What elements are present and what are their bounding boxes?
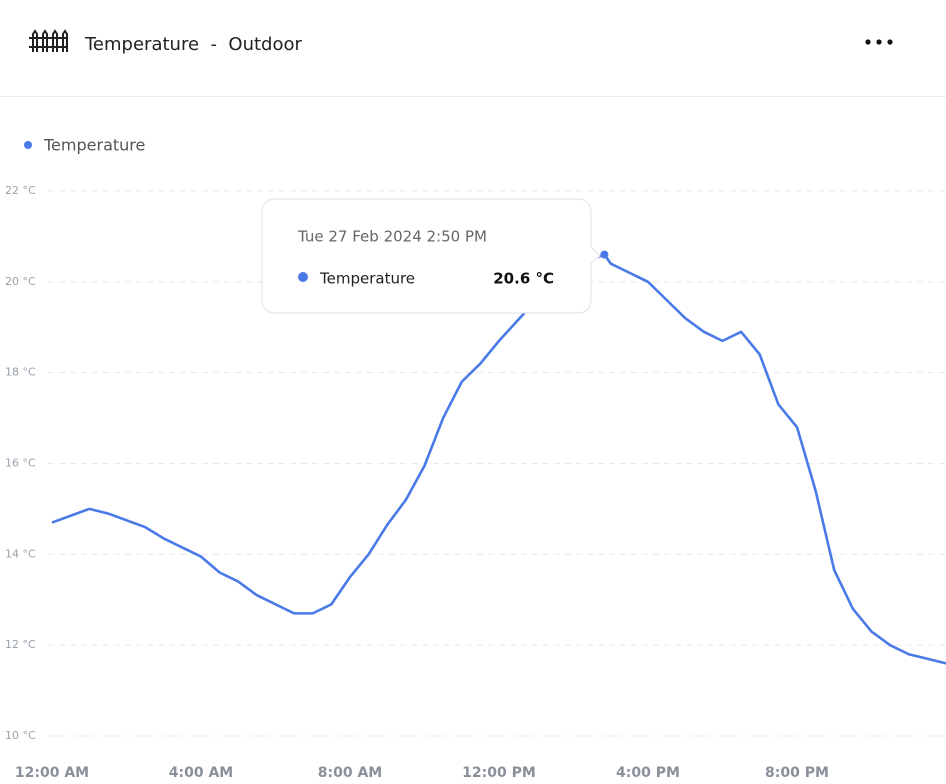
legend-dot (24, 141, 32, 149)
y-tick-label: 22 °C (5, 184, 36, 197)
y-tick-label: 20 °C (5, 275, 36, 288)
hover-point (600, 250, 609, 259)
tooltip-title: Tue 27 Feb 2024 2:50 PM (297, 228, 487, 246)
tooltip-dot (298, 272, 308, 282)
tooltip-value: 20.6 °C (493, 270, 554, 288)
x-tick-label: 8:00 AM (318, 765, 382, 781)
y-tick-label: 16 °C (5, 457, 36, 470)
temperature-line (51, 253, 946, 665)
y-tick-label: 18 °C (5, 366, 36, 379)
fence-icon (29, 29, 68, 52)
x-tick-label: 4:00 AM (169, 765, 233, 781)
y-tick-label: 10 °C (5, 729, 36, 742)
y-tick-label: 14 °C (5, 547, 36, 560)
more-menu[interactable] (865, 39, 893, 45)
x-tick-label: 8:00 PM (765, 765, 829, 781)
widget-title: Temperature - Outdoor (84, 34, 302, 55)
x-tick-label: 12:00 AM (15, 765, 89, 781)
tooltip-series: Temperature (319, 270, 415, 288)
y-tick-label: 12 °C (5, 638, 36, 651)
legend-label: Temperature (43, 136, 145, 155)
x-tick-label: 12:00 PM (462, 765, 536, 781)
x-tick-label: 4:00 PM (616, 765, 680, 781)
tooltip-box (261, 198, 601, 314)
